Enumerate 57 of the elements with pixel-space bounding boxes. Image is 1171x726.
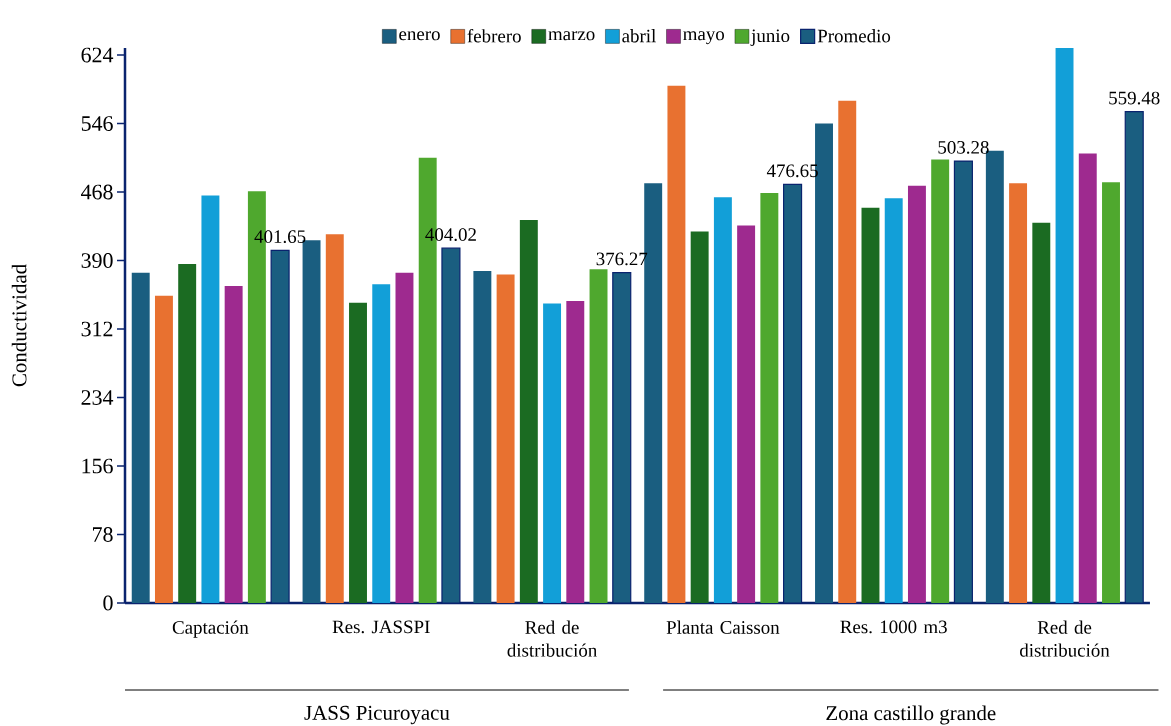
x-tick-label: Res. JASSPI — [332, 620, 430, 634]
x-tick-label: Captación — [172, 620, 249, 638]
legend-label: junio — [750, 29, 790, 46]
y-tick-label: 78 — [93, 527, 113, 542]
data-label: 503.28 — [938, 140, 989, 154]
bar — [713, 197, 732, 603]
bar — [1009, 183, 1028, 603]
bar — [224, 285, 243, 603]
legend-label: febrero — [467, 28, 521, 43]
bar — [838, 100, 857, 603]
bar — [566, 300, 585, 603]
y-tick-label: 312 — [81, 321, 113, 337]
legend-label: abril — [622, 29, 656, 43]
bar — [154, 295, 173, 603]
bar — [349, 302, 367, 603]
x-tick-label: Planta Caisson — [666, 620, 780, 634]
bar — [473, 271, 492, 603]
bar — [325, 234, 344, 603]
bar — [1032, 222, 1051, 603]
bar — [543, 303, 562, 603]
bar — [131, 272, 150, 603]
y-axis-title: Conductividad — [11, 264, 27, 387]
legend-label: enero — [399, 31, 440, 41]
text: JASS Picuroyacu — [304, 705, 450, 725]
text: Zona castillo grande — [826, 705, 996, 725]
legend-label: mayo — [683, 31, 725, 45]
bar — [372, 284, 391, 603]
bar — [737, 225, 756, 603]
y-tick-label: 546 — [81, 116, 113, 131]
bar — [907, 185, 926, 603]
y-tick-label: 624 — [81, 47, 114, 63]
legend-label: marzo — [548, 31, 595, 41]
bar — [931, 159, 950, 603]
bar — [884, 198, 903, 603]
bar — [1055, 48, 1074, 603]
y-tick-label: 390 — [81, 253, 113, 268]
bar — [496, 274, 515, 603]
bar — [519, 220, 538, 603]
y-tick-label: 0 — [103, 595, 113, 611]
y-tick-label: 468 — [81, 184, 113, 200]
x-tick-label: Red de distribución — [507, 620, 597, 657]
bar — [1078, 153, 1097, 603]
x-tick-label: Res. 1000 m3 — [840, 620, 947, 634]
bar — [395, 272, 414, 603]
bar — [201, 195, 220, 603]
bar — [178, 264, 197, 603]
bar — [760, 192, 779, 603]
y-tick-label: 156 — [82, 458, 113, 474]
data-label: 559.48 — [1109, 91, 1160, 105]
bar — [861, 207, 880, 603]
bar — [667, 85, 686, 603]
bar — [1102, 182, 1120, 603]
y-tick-label: 234 — [81, 390, 114, 405]
legend-label: Promedio — [817, 29, 891, 43]
bar — [690, 231, 709, 603]
x-tick-label: Red de distribución — [1020, 620, 1110, 657]
bar — [589, 269, 608, 603]
